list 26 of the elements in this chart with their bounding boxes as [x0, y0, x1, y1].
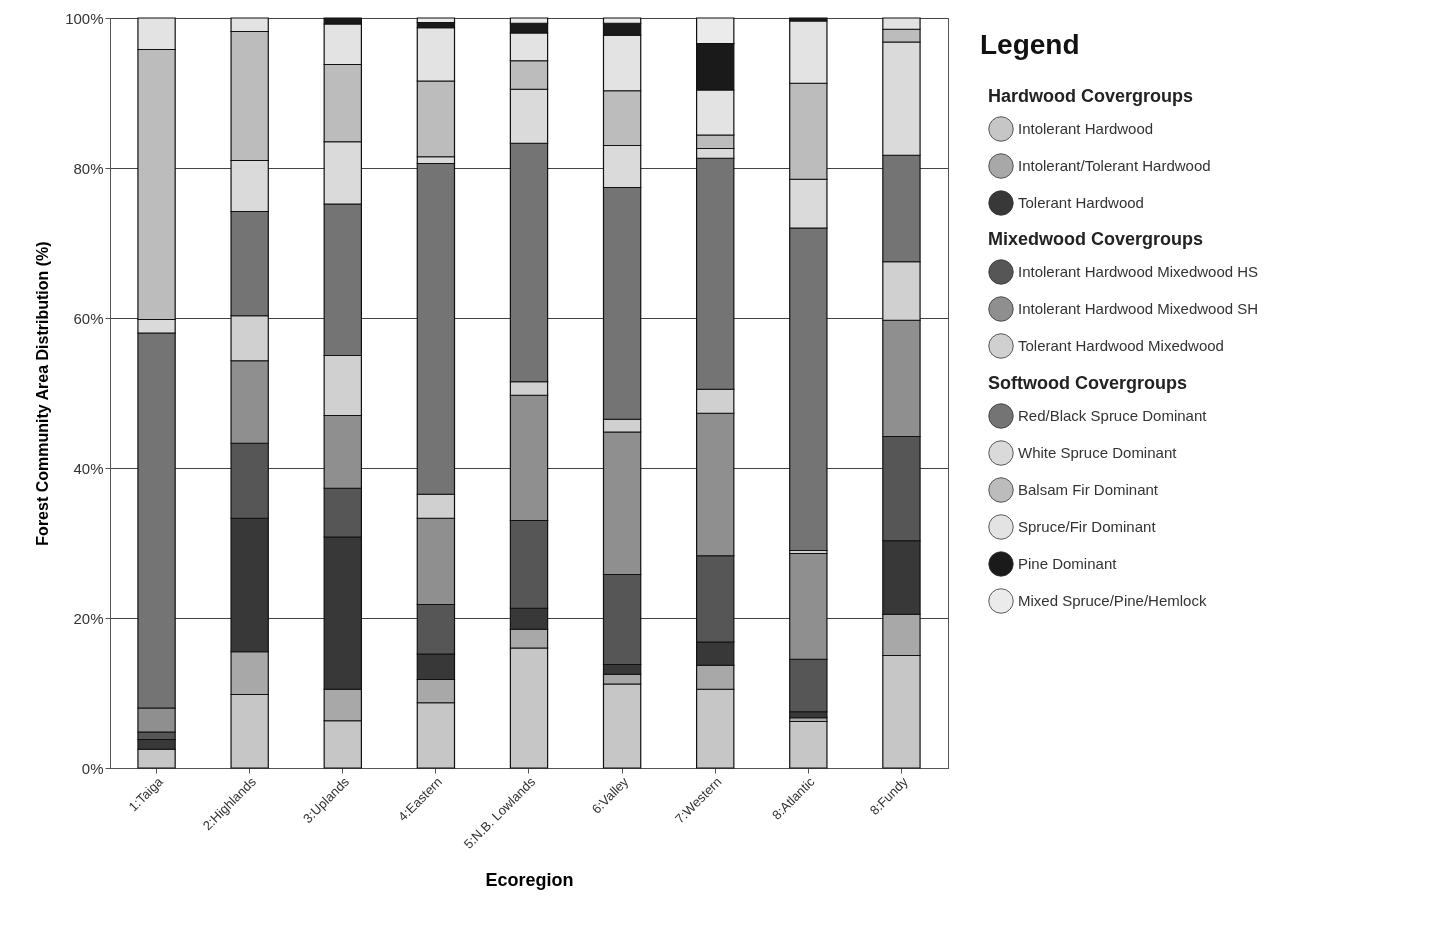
x-axis-title: Ecoregion	[485, 869, 574, 890]
y-tick-label: 80%	[73, 159, 104, 177]
legend-label: Red/Black Spruce Dominant	[1018, 407, 1208, 424]
y-tick-label: 0%	[81, 759, 104, 777]
legend-label: Balsam Fir Dominant	[1018, 481, 1159, 498]
legend-label: Pine Dominant	[1018, 555, 1118, 572]
legend-label: Intolerant/Tolerant Hardwood	[1018, 157, 1211, 174]
legend-label: Spruce/Fir Dominant	[1018, 518, 1157, 535]
bar	[789, 720, 828, 769]
y-tick-label: 40%	[73, 459, 104, 477]
legend-label: White Spruce Dominant	[1018, 444, 1178, 461]
y-tick-label: 20%	[73, 609, 104, 627]
bar	[416, 17, 456, 24]
legend-label: Intolerant Hardwood Mixedwood SH	[1018, 300, 1259, 317]
text: Mixedwood Covergroups	[988, 229, 1204, 249]
legend-label: Intolerant Hardwood	[1018, 120, 1154, 137]
y-axis-title: Forest Community Area Distribution (%)	[34, 241, 52, 546]
legend-label: Tolerant Hardwood Mixedwood	[1018, 337, 1224, 354]
legend-label: Mixed Spruce/Pine/Hemlock	[1018, 592, 1207, 609]
legend-label: Intolerant Hardwood Mixedwood HS	[1018, 263, 1259, 280]
y-tick-label: 100%	[65, 9, 104, 27]
text: Softwood Covergroups	[988, 373, 1187, 393]
legend-title: Legend	[980, 29, 1080, 60]
y-tick-label: 60%	[73, 309, 104, 327]
legend-label: Tolerant Hardwood	[1018, 194, 1144, 211]
text: Hardwood Covergroups	[988, 86, 1194, 106]
